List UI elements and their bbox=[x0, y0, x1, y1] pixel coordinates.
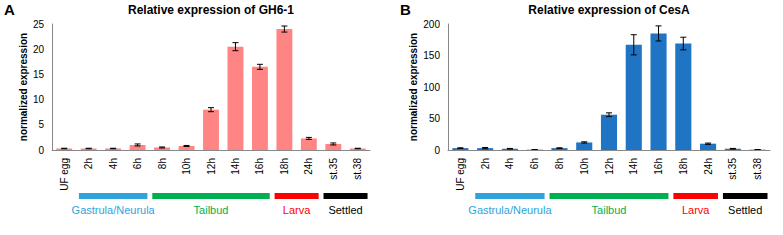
svg-text:normalized expression: normalized expression bbox=[18, 33, 29, 141]
svg-text:UF egg: UF egg bbox=[59, 158, 70, 191]
svg-text:Larva: Larva bbox=[283, 204, 311, 216]
svg-text:st.38: st.38 bbox=[352, 158, 363, 180]
svg-text:UF egg: UF egg bbox=[455, 158, 466, 191]
svg-text:24h: 24h bbox=[703, 158, 714, 175]
svg-text:10h: 10h bbox=[181, 158, 192, 175]
svg-text:Settled: Settled bbox=[328, 204, 362, 216]
svg-text:Relative expression of CesA: Relative expression of CesA bbox=[528, 3, 690, 17]
svg-text:12h: 12h bbox=[604, 158, 615, 175]
svg-text:Tailbud: Tailbud bbox=[592, 204, 627, 216]
svg-text:st.35: st.35 bbox=[328, 158, 339, 180]
svg-text:st.35: st.35 bbox=[727, 158, 738, 180]
svg-text:5: 5 bbox=[38, 119, 44, 130]
svg-text:150: 150 bbox=[423, 50, 440, 61]
svg-text:6h: 6h bbox=[529, 158, 540, 169]
svg-text:normalized expression: normalized expression bbox=[408, 33, 419, 141]
svg-text:Tailbud: Tailbud bbox=[194, 204, 229, 216]
svg-text:Gastrula/Neurula: Gastrula/Neurula bbox=[72, 204, 156, 216]
svg-text:18h: 18h bbox=[678, 158, 689, 175]
svg-text:8h: 8h bbox=[554, 158, 565, 169]
svg-text:16h: 16h bbox=[653, 158, 664, 175]
svg-text:8h: 8h bbox=[157, 158, 168, 169]
svg-text:0: 0 bbox=[38, 145, 44, 156]
svg-text:Gastrula/Neurula: Gastrula/Neurula bbox=[468, 204, 552, 216]
svg-text:200: 200 bbox=[423, 19, 440, 30]
svg-text:10: 10 bbox=[33, 94, 45, 105]
svg-text:25: 25 bbox=[33, 19, 45, 30]
svg-text:Settled: Settled bbox=[728, 204, 762, 216]
svg-text:50: 50 bbox=[429, 113, 441, 124]
svg-text:6h: 6h bbox=[132, 158, 143, 169]
svg-text:2h: 2h bbox=[83, 158, 94, 169]
svg-text:Relative expression of GH6-1: Relative expression of GH6-1 bbox=[128, 3, 294, 17]
svg-text:100: 100 bbox=[423, 82, 440, 93]
svg-text:Larva: Larva bbox=[682, 204, 710, 216]
svg-text:0: 0 bbox=[434, 145, 440, 156]
svg-text:14h: 14h bbox=[230, 158, 241, 175]
svg-text:10h: 10h bbox=[579, 158, 590, 175]
svg-text:4h: 4h bbox=[504, 158, 515, 169]
svg-text:16h: 16h bbox=[254, 158, 265, 175]
svg-text:12h: 12h bbox=[206, 158, 217, 175]
svg-text:A: A bbox=[4, 1, 15, 18]
svg-text:4h: 4h bbox=[108, 158, 119, 169]
svg-text:24h: 24h bbox=[303, 158, 314, 175]
svg-text:14h: 14h bbox=[628, 158, 639, 175]
svg-text:18h: 18h bbox=[279, 158, 290, 175]
svg-text:20: 20 bbox=[33, 44, 45, 55]
svg-text:B: B bbox=[400, 1, 411, 18]
svg-text:2h: 2h bbox=[480, 158, 491, 169]
svg-text:15: 15 bbox=[33, 69, 45, 80]
svg-text:st.38: st.38 bbox=[752, 158, 763, 180]
